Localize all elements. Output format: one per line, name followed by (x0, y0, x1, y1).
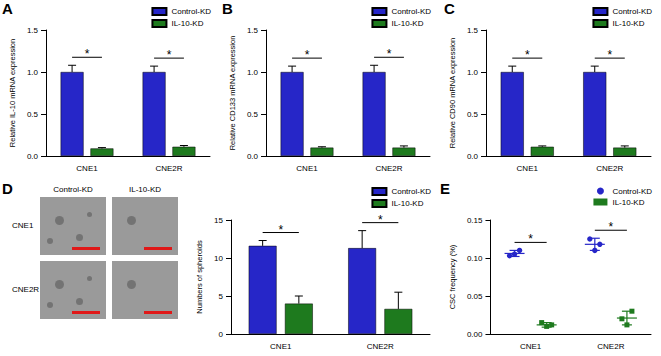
svg-text:0.0: 0.0 (467, 152, 479, 161)
svg-text:0: 0 (219, 330, 224, 339)
svg-text:Relative IL-10 mRNA expression: Relative IL-10 mRNA expression (8, 39, 17, 147)
svg-text:IL-10-KD: IL-10-KD (612, 198, 644, 207)
svg-text:0.0: 0.0 (27, 152, 39, 161)
svg-text:0.0: 0.0 (247, 152, 259, 161)
svg-text:CNE1: CNE1 (270, 342, 292, 351)
svg-text:Numbers of spheroids: Numbers of spheroids (195, 240, 204, 314)
svg-text:CNE2R: CNE2R (375, 164, 402, 173)
svg-text:*: * (278, 223, 283, 237)
html-text:Control-KD: Control-KD (53, 185, 93, 194)
svg-text:Control-KD: Control-KD (391, 187, 431, 196)
svg-text:CNE2R: CNE2R (367, 342, 394, 351)
svg-text:Control-KD: Control-KD (612, 187, 652, 196)
html-text:E: E (440, 180, 450, 197)
svg-text:1.5: 1.5 (467, 26, 479, 35)
svg-text:0.05: 0.05 (467, 292, 483, 301)
svg-text:CNE2R: CNE2R (596, 164, 623, 173)
svg-text:IL-10-KD: IL-10-KD (391, 19, 423, 28)
svg-text:0.5: 0.5 (27, 110, 39, 119)
svg-text:CNE1: CNE1 (296, 164, 318, 173)
svg-text:CNE2R: CNE2R (155, 164, 182, 173)
svg-text:IL-10-KD: IL-10-KD (391, 199, 423, 208)
svg-text:Relative CD90 mRNA expression: Relative CD90 mRNA expression (448, 38, 457, 148)
svg-text:CNE1: CNE1 (517, 164, 539, 173)
svg-text:15: 15 (214, 216, 223, 225)
svg-text:1.5: 1.5 (27, 26, 39, 35)
svg-text:*: * (607, 48, 612, 62)
svg-text:Control-KD: Control-KD (171, 7, 211, 16)
svg-text:Control-KD: Control-KD (612, 7, 652, 16)
svg-text:0.5: 0.5 (247, 110, 259, 119)
svg-text:*: * (528, 232, 533, 246)
svg-text:CNE1: CNE1 (520, 342, 542, 351)
svg-text:*: * (609, 220, 614, 234)
html-text:C: C (444, 0, 455, 17)
svg-text:*: * (387, 47, 392, 61)
svg-text:0.00: 0.00 (467, 330, 483, 339)
html-text:B: B (222, 0, 233, 17)
svg-text:5: 5 (219, 292, 224, 301)
svg-text:0.10: 0.10 (467, 254, 483, 263)
svg-text:*: * (167, 48, 172, 62)
svg-text:Control-KD: Control-KD (391, 7, 431, 16)
svg-text:*: * (305, 48, 310, 62)
svg-text:1.5: 1.5 (247, 26, 259, 35)
html-text:CNE2R: CNE2R (12, 285, 40, 294)
svg-text:CNE1: CNE1 (76, 164, 98, 173)
svg-text:Relative CD133 mRNA expression: Relative CD133 mRNA expression (228, 36, 237, 151)
svg-text:0.5: 0.5 (467, 110, 479, 119)
svg-text:10: 10 (214, 254, 223, 263)
html-text:IL-10-KD: IL-10-KD (129, 185, 161, 194)
svg-text:1.0: 1.0 (247, 68, 259, 77)
html-text:A: A (2, 0, 13, 17)
html-text:D: D (2, 180, 13, 197)
svg-text:1.0: 1.0 (27, 68, 39, 77)
svg-text:IL-10-KD: IL-10-KD (612, 19, 644, 28)
svg-text:1.0: 1.0 (467, 68, 479, 77)
svg-text:*: * (85, 47, 90, 61)
svg-text:IL-10-KD: IL-10-KD (171, 19, 203, 28)
html-text:CNE1: CNE1 (12, 221, 34, 230)
svg-text:*: * (378, 213, 383, 227)
svg-text:CNE2R: CNE2R (597, 342, 624, 351)
svg-text:CSC frequency (%): CSC frequency (%) (448, 244, 457, 309)
svg-text:*: * (525, 48, 530, 62)
svg-text:0.15: 0.15 (467, 216, 483, 225)
